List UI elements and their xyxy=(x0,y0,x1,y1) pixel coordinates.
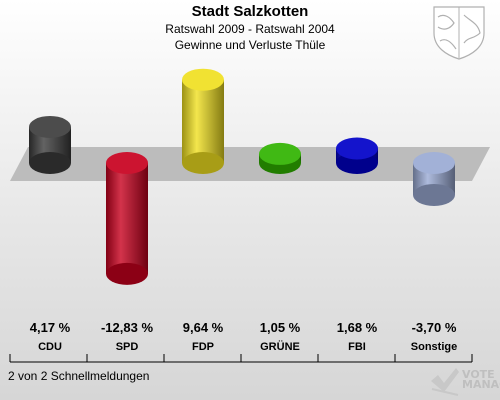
bar-top-cap xyxy=(413,152,455,174)
bar-series xyxy=(29,68,455,285)
value-label: 4,17 % xyxy=(29,320,71,335)
category-label: GRÜNE xyxy=(260,341,300,353)
bar-top-cap xyxy=(106,152,148,174)
value-label: -3,70 % xyxy=(411,320,457,335)
bar-body xyxy=(182,79,224,163)
category-label: Sonstige xyxy=(410,341,458,353)
bar-body xyxy=(106,163,148,274)
chart-subtitle: Ratswahl 2009 - Ratswahl 2004 xyxy=(165,22,335,36)
bar-fbi xyxy=(336,137,378,174)
chart-title: Stadt Salzkotten xyxy=(191,3,309,20)
category-label: FBI xyxy=(348,341,366,353)
category-label: SPD xyxy=(115,341,139,353)
bar-spd xyxy=(106,152,148,285)
category-axis xyxy=(9,354,473,363)
logo-line-1: VOTE xyxy=(462,368,495,381)
category-label: CDU xyxy=(38,341,62,353)
bar-bottom-cap xyxy=(413,183,455,206)
bar-grüne xyxy=(259,142,301,174)
logo-line-2: MANAGER xyxy=(462,378,500,391)
bar-cdu xyxy=(29,115,71,174)
bar-bottom-cap xyxy=(29,152,71,174)
bar-top-cap xyxy=(336,137,378,160)
bar-fdp xyxy=(182,68,224,174)
bar-bottom-cap xyxy=(106,262,148,285)
value-label: 1,68 % xyxy=(336,320,378,335)
bar-top-cap xyxy=(29,115,71,138)
vote-manager-logo-icon xyxy=(431,368,459,396)
value-label: 9,64 % xyxy=(182,320,224,335)
chart-subtitle-district: Gewinne und Verluste Thüle xyxy=(174,38,326,52)
vote-manager-logo: VOTE MANAGER xyxy=(462,368,500,391)
bar-bottom-cap xyxy=(182,152,224,174)
coat-of-arms-icon xyxy=(433,6,485,60)
bar-top-cap xyxy=(259,142,301,165)
value-label: 1,05 % xyxy=(259,320,301,335)
bar-top-cap xyxy=(182,68,224,91)
footer-note: 2 von 2 Schnellmeldungen xyxy=(8,369,150,383)
value-label: -12,83 % xyxy=(100,320,154,335)
bar-sonstige xyxy=(413,152,455,206)
category-label: FDP xyxy=(192,341,214,353)
